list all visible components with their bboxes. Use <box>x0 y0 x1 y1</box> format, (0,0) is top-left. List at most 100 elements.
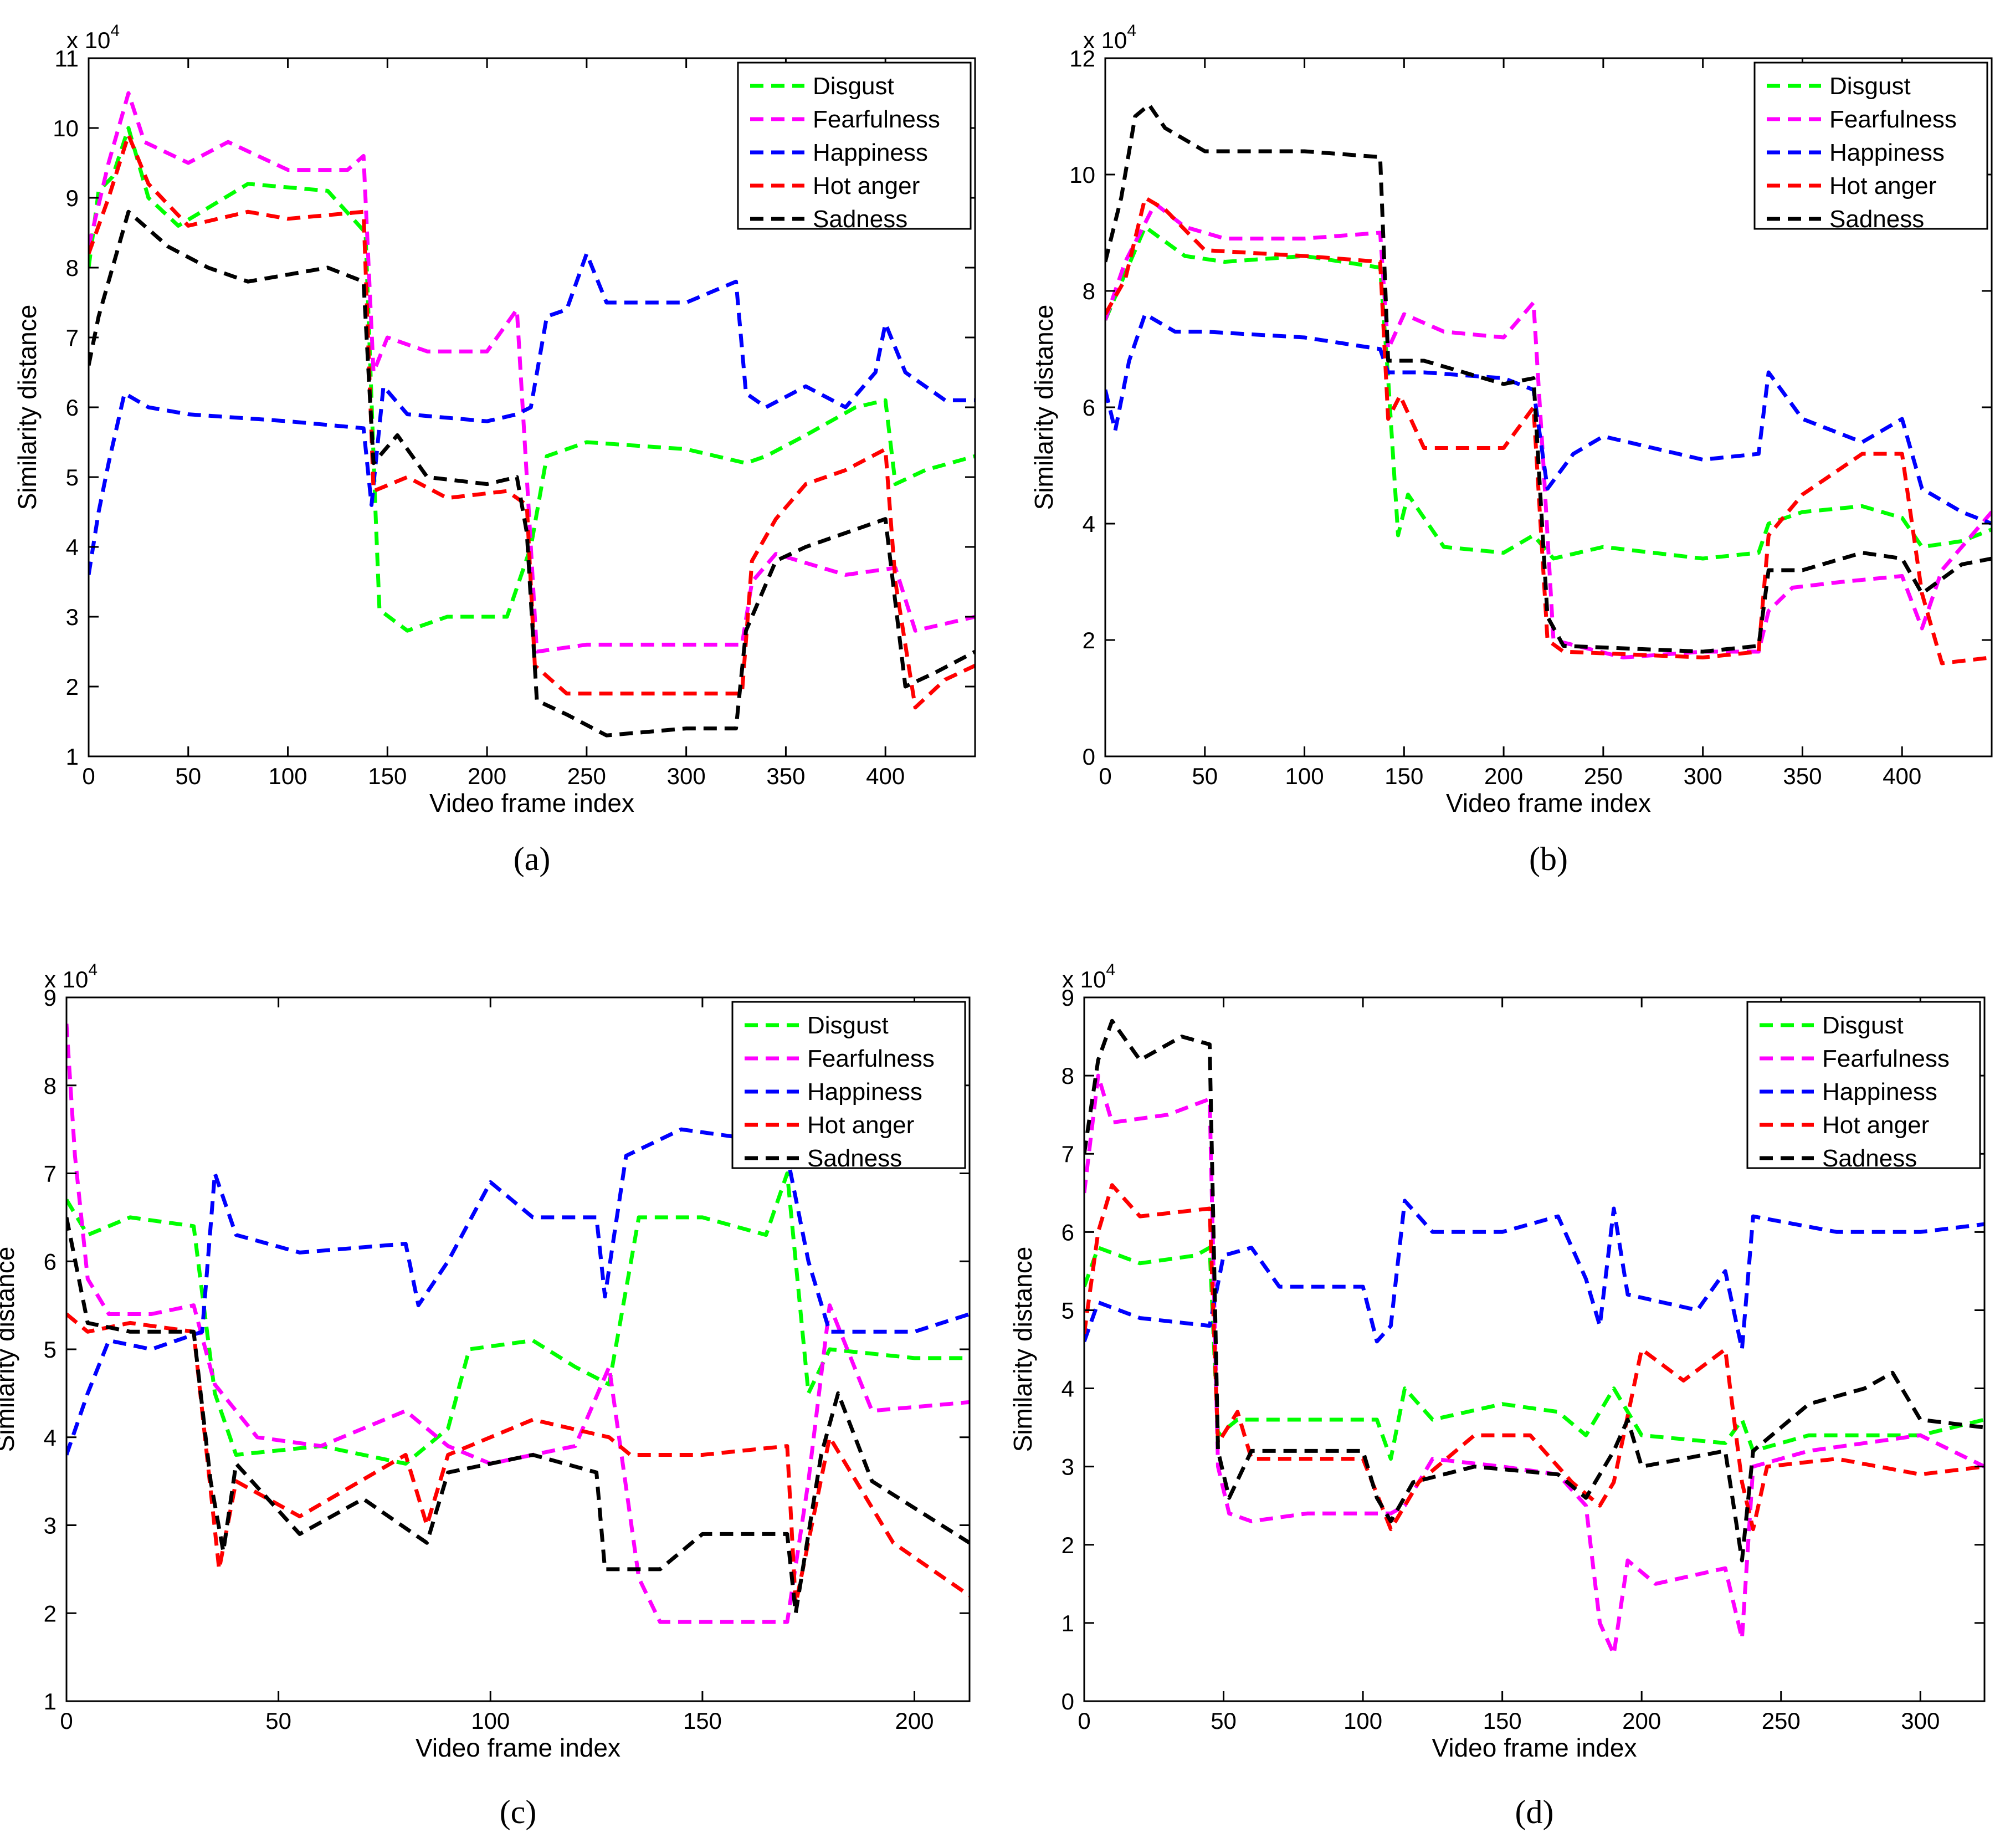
y-tick-label: 4 <box>44 1425 57 1451</box>
legend-label: Happiness <box>807 1078 922 1105</box>
x-tick-label: 300 <box>1684 763 1722 789</box>
y-tick-label: 9 <box>44 985 57 1011</box>
y-tick-label: 12 <box>1069 45 1095 71</box>
x-tick-label: 200 <box>1484 763 1523 789</box>
y-tick-label: 3 <box>44 1513 57 1539</box>
legend-label: Fearfulness <box>1829 106 1957 133</box>
legend-box <box>737 62 972 230</box>
y-tick-label: 8 <box>1061 1063 1074 1089</box>
y-tick-label: 1 <box>44 1688 57 1714</box>
y-tick-label: 0 <box>1061 1688 1074 1714</box>
series-line-fearfulness <box>89 91 975 654</box>
legend-label: Sadness <box>813 206 907 233</box>
y-tick-label: 5 <box>1061 1297 1074 1323</box>
legend-label: Sadness <box>807 1145 902 1172</box>
x-tick-label: 300 <box>1901 1708 1940 1734</box>
x-tick-label: 150 <box>368 763 407 789</box>
series-line-disgust <box>89 126 975 633</box>
series-group <box>1105 103 1992 666</box>
x-tick-label: 100 <box>269 763 307 789</box>
legend-box <box>1753 62 1988 230</box>
x-tick-label: 100 <box>1285 763 1324 789</box>
y-tick-label: 9 <box>1061 985 1074 1011</box>
y-tick-label: 8 <box>1083 278 1095 304</box>
x-tick-label: 300 <box>667 763 706 789</box>
axes-frame <box>1083 996 1986 1702</box>
x-tick-label: 50 <box>265 1708 291 1734</box>
x-tick-label: 50 <box>175 763 201 789</box>
y-multiplier-exponent: 4 <box>1106 961 1115 979</box>
x-tick-label: 50 <box>1192 763 1218 789</box>
series-line-sadness <box>1105 103 1992 654</box>
legend-label: Disgust <box>1822 1012 1904 1039</box>
y-axis-label: Similarity distance <box>1029 305 1058 510</box>
y-tick-label: 6 <box>44 1248 57 1274</box>
y-tick-label: 4 <box>1061 1376 1074 1402</box>
x-axis-label: Video frame index <box>1446 789 1651 817</box>
x-tick-label: 0 <box>1078 1708 1090 1734</box>
x-tick-label: 250 <box>567 763 606 789</box>
series-group <box>89 91 975 738</box>
legend-label: Hot anger <box>1822 1112 1929 1139</box>
legend: Disgust Fearfulness Happiness Hot anger Sadn… <box>731 1001 966 1172</box>
series-group <box>66 1023 970 1624</box>
y-tick-label: 4 <box>1083 511 1095 537</box>
series-line-disgust <box>66 1171 970 1466</box>
series-line-happiness <box>89 252 975 575</box>
y-tick-label: 4 <box>66 534 79 560</box>
series-line-hot-anger <box>66 1312 970 1606</box>
chart-panel-4: 0 50 100 150 200 250 300 0 1 2 3 4 5 6 7 8 9x 104 Video f… <box>1008 961 1986 1830</box>
series-line-happiness <box>1084 1199 1984 1352</box>
y-tick-label: 3 <box>1061 1454 1074 1480</box>
x-tick-label: 0 <box>1099 763 1111 789</box>
panel-caption: (d) <box>1515 1794 1554 1830</box>
x-tick-label: 350 <box>1783 763 1822 789</box>
y-axis-label: Similarity distance <box>1008 1247 1037 1452</box>
legend-label: Happiness <box>813 139 928 166</box>
legend-label: Sadness <box>1829 206 1924 233</box>
y-tick-label: 6 <box>1083 395 1095 421</box>
panel-caption: (c) <box>500 1794 537 1830</box>
y-tick-label: 5 <box>66 464 79 490</box>
y-tick-label: 7 <box>44 1161 57 1187</box>
x-tick-label: 200 <box>895 1708 934 1734</box>
chart-panel-2: 0 50 100 150 200 250 300 350 400 0 2 4 6 8 10 12x 104 Vi… <box>1029 22 1993 877</box>
y-tick-label: 2 <box>66 674 79 700</box>
x-tick-label: 200 <box>1622 1708 1661 1734</box>
panel-caption: (a) <box>514 841 551 877</box>
legend: Disgust Fearfulness Happiness Hot anger Sadn… <box>1753 62 1988 233</box>
x-tick-label: 0 <box>82 763 95 789</box>
y-tick-label: 5 <box>44 1337 57 1363</box>
series-line-sadness <box>1084 1018 1984 1563</box>
y-tick-label: 7 <box>66 325 79 351</box>
x-tick-label: 200 <box>468 763 506 789</box>
y-tick-label: 3 <box>66 604 79 630</box>
y-axis-label: Similarity distance <box>13 305 42 510</box>
x-axis-label: Video frame index <box>429 789 634 817</box>
series-line-happiness <box>66 1127 970 1456</box>
y-multiplier-label: x 104 <box>66 22 120 53</box>
x-tick-label: 150 <box>1384 763 1423 789</box>
y-tick-label: 7 <box>1061 1141 1074 1167</box>
y-tick-label: 10 <box>53 115 79 141</box>
legend-label: Fearfulness <box>807 1045 935 1072</box>
legend-label: Disgust <box>807 1012 889 1039</box>
x-tick-label: 100 <box>1343 1708 1382 1734</box>
x-tick-label: 0 <box>60 1708 73 1734</box>
y-multiplier-exponent: 4 <box>110 22 120 40</box>
y-tick-label: 1 <box>66 744 79 770</box>
y-multiplier-label: x 104 <box>44 961 98 992</box>
y-multiplier-exponent: 4 <box>1127 22 1136 40</box>
x-tick-label: 400 <box>1883 763 1921 789</box>
legend-box <box>1746 1001 1981 1169</box>
y-tick-label: 6 <box>1061 1219 1074 1245</box>
chart-panel-1: 0 50 100 150 200 250 300 350 400 1 2 3 4 5 6 7 8 9 10 11x 1… <box>13 22 976 877</box>
legend-label: Disgust <box>1829 73 1911 100</box>
y-tick-label: 11 <box>54 45 79 71</box>
y-axis-label: Similarity distance <box>0 1247 19 1452</box>
legend-label: Sadness <box>1822 1145 1917 1172</box>
legend: Disgust Fearfulness Happiness Hot anger Sadn… <box>737 62 972 233</box>
legend-label: Fearfulness <box>1822 1045 1950 1072</box>
series-line-fearfulness <box>1105 202 1992 659</box>
